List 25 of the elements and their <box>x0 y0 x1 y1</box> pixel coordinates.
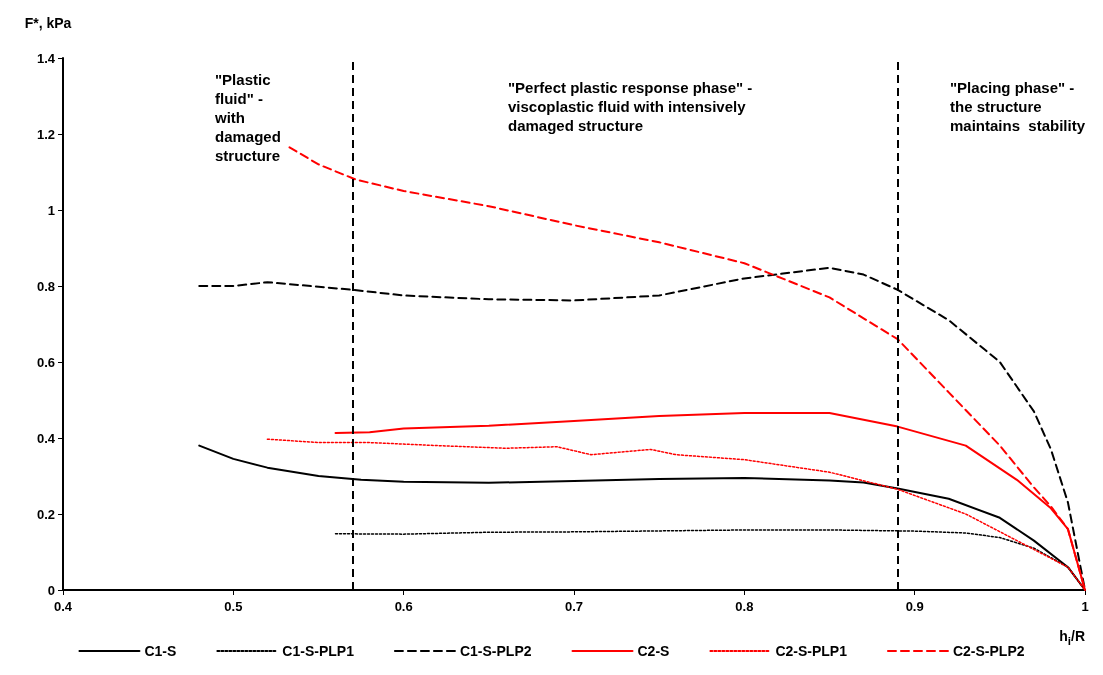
annotation: "Perfect plastic response phase" - viscoplastic fluid with intensively damaged structure <box>508 79 753 134</box>
legend-label: C2-S-PLP2 <box>952 643 1025 659</box>
annotation: "Plastic fluid" - with damaged structure <box>214 71 281 164</box>
y-tick-label: 0.4 <box>36 430 56 446</box>
y-tick-label: 0.8 <box>36 278 55 294</box>
legend-label: C1-S-PLP1 <box>282 643 355 659</box>
x-tick-label: 0.7 <box>564 599 584 614</box>
x-tick-label: 0.6 <box>394 599 413 614</box>
legend-label: C2-S <box>637 643 670 659</box>
x-tick-label: 0.5 <box>224 599 243 614</box>
x-axis-title: h$_{i}$/R <box>1059 628 1085 647</box>
y-tick-label: 1.4 <box>36 50 56 66</box>
y-tick-label: 1 <box>47 202 55 218</box>
y-tick-label: 0 <box>47 582 55 598</box>
x-tick-label: 0.8 <box>735 599 754 614</box>
legend-label: C1-S <box>144 643 177 659</box>
y-tick-label: 0.2 <box>36 506 55 522</box>
y-tick-label: 1.2 <box>36 126 55 142</box>
annotation: "Placing phase" - the structure maintains stability <box>950 79 1086 134</box>
legend-label: C2-S-PLP1 <box>775 643 848 659</box>
x-tick-label: 0.9 <box>905 599 924 614</box>
y-tick-label: 0.6 <box>36 354 55 370</box>
y-axis-title: F*, kPa <box>24 15 72 31</box>
legend-label: C1-S-PLP2 <box>459 643 532 659</box>
x-tick-label: 1 <box>1081 599 1089 614</box>
